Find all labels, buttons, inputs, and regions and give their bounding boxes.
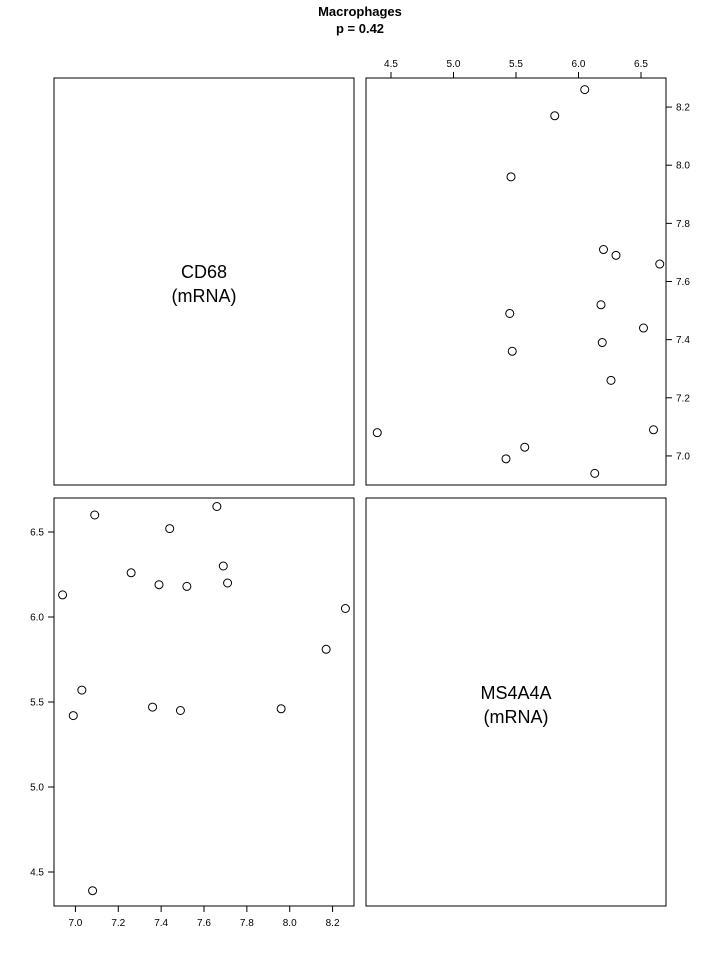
chart-subtitle: p = 0.42 (335, 21, 385, 36)
tick-label-left-4: 6.5 (30, 528, 44, 539)
point-lower-1 (321, 644, 331, 654)
point-upper-15 (501, 454, 511, 464)
tick-label-left-1: 5.0 (30, 783, 44, 794)
point-lower-8 (165, 524, 175, 534)
tick-label-right-4: 7.8 (676, 219, 690, 230)
diag-label-cd68-name: CD68 (181, 262, 227, 282)
tick-label-bottom-0: 7.0 (68, 918, 82, 929)
point-upper-1 (550, 111, 560, 121)
point-upper-11 (606, 375, 616, 385)
tick-label-bottom-4: 7.8 (240, 918, 254, 929)
point-lower-10 (148, 702, 158, 712)
point-upper-4 (611, 250, 621, 260)
point-upper-0 (580, 85, 590, 95)
point-lower-12 (88, 886, 98, 896)
tick-label-top-4: 6.5 (634, 59, 648, 70)
tick-label-bottom-3: 7.6 (197, 918, 211, 929)
tick-label-top-3: 6.0 (572, 59, 586, 70)
point-lower-4 (218, 561, 228, 571)
diag-label-ms4a4a-unit: (mRNA) (484, 707, 549, 727)
tick-label-right-1: 7.2 (676, 393, 690, 404)
point-upper-6 (596, 300, 606, 310)
point-upper-9 (597, 338, 607, 348)
tick-label-top-1: 5.0 (447, 59, 461, 70)
point-upper-12 (372, 428, 382, 438)
chart-title: Macrophages (318, 4, 402, 19)
tick-label-right-2: 7.4 (676, 335, 690, 346)
point-lower-11 (126, 568, 136, 578)
tick-label-bottom-6: 8.2 (326, 918, 340, 929)
point-lower-6 (182, 581, 192, 591)
point-upper-7 (505, 308, 515, 318)
point-lower-2 (276, 704, 286, 714)
point-upper-13 (649, 425, 658, 435)
point-upper-16 (590, 468, 600, 478)
tick-label-bottom-1: 7.2 (111, 918, 125, 929)
point-lower-15 (68, 711, 78, 721)
tick-label-bottom-5: 8.0 (283, 918, 297, 929)
point-upper-10 (507, 346, 517, 356)
panel-bottom-left (53, 497, 355, 907)
point-upper-5 (655, 259, 665, 269)
tick-label-top-0: 4.5 (384, 59, 398, 70)
tick-label-right-5: 8.0 (676, 161, 690, 172)
point-lower-9 (154, 580, 164, 590)
tick-label-left-3: 6.0 (30, 613, 44, 624)
tick-label-right-6: 8.2 (676, 103, 690, 114)
tick-label-bottom-2: 7.4 (154, 918, 168, 929)
point-lower-3 (223, 578, 233, 588)
point-upper-8 (639, 323, 648, 333)
tick-label-left-0: 4.5 (30, 868, 44, 879)
point-upper-2 (506, 172, 516, 182)
tick-label-right-0: 7.0 (676, 451, 690, 462)
point-lower-13 (90, 510, 100, 520)
panel-top-left (53, 77, 355, 486)
diag-label-cd68-unit: (mRNA) (172, 286, 237, 306)
diag-label-ms4a4a-name: MS4A4A (480, 683, 551, 703)
point-lower-7 (175, 706, 185, 715)
point-lower-16 (58, 590, 68, 600)
point-lower-0 (340, 604, 350, 613)
point-lower-5 (212, 502, 222, 511)
point-upper-3 (599, 245, 608, 255)
panel-bottom-right (365, 497, 667, 907)
point-lower-14 (77, 685, 87, 695)
tick-label-top-2: 5.5 (509, 59, 523, 70)
panel-top-right (365, 77, 667, 486)
tick-label-left-2: 5.5 (30, 698, 44, 709)
point-upper-14 (520, 442, 530, 452)
tick-label-right-3: 7.6 (676, 277, 690, 288)
